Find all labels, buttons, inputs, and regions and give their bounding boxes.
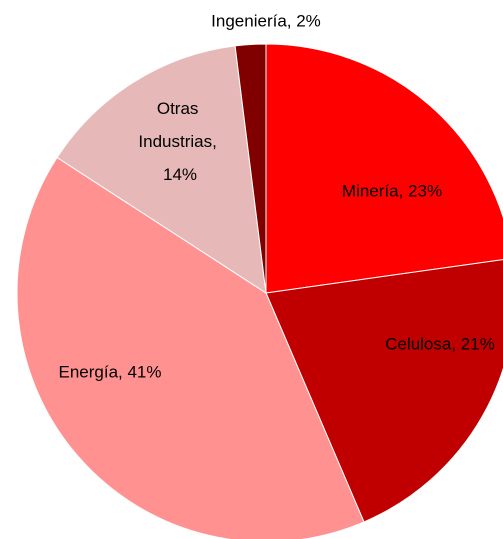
slice-label: Celulosa, 21% — [385, 334, 495, 353]
pie-slice — [265, 43, 503, 294]
pie-slice — [234, 43, 267, 294]
slice-label: Energía, 41% — [58, 362, 161, 381]
pie-slice — [56, 45, 267, 295]
pie-slice — [16, 156, 365, 539]
slice-label: Minería, 23% — [342, 181, 442, 200]
slice-label: Ingeniería, 2% — [211, 11, 321, 30]
pie-slice — [265, 259, 503, 523]
slice-label: Otras Industrias, 14% — [138, 99, 221, 184]
